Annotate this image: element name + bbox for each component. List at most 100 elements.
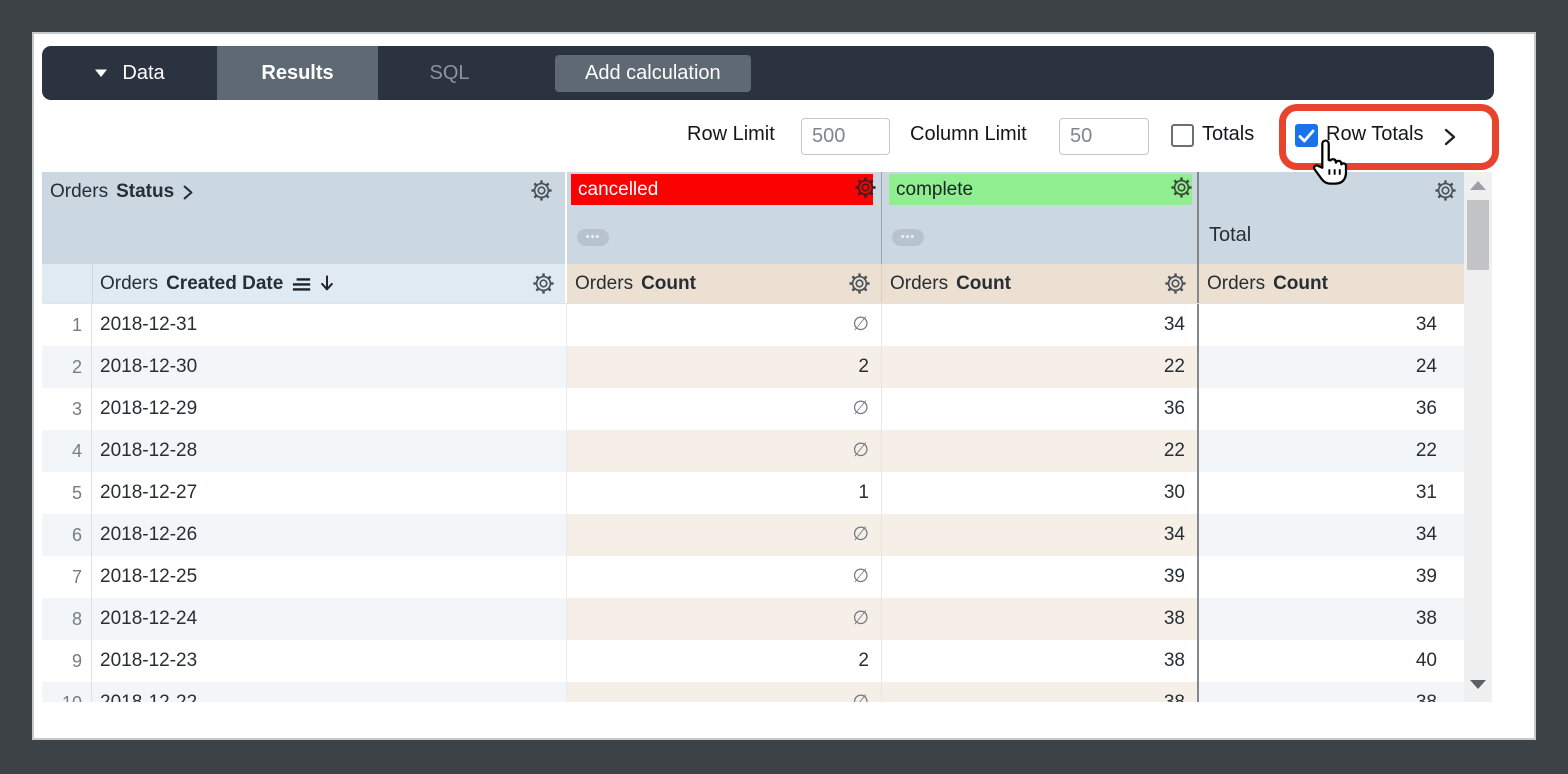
- row-number: 9: [42, 640, 92, 682]
- pivot-column-cancelled: cancelled •••: [567, 172, 882, 264]
- pivot-value-cancelled[interactable]: cancelled: [571, 174, 873, 205]
- table-row: 8 2018-12-24 ∅ 38 38: [42, 598, 1465, 640]
- date-cell[interactable]: 2018-12-29: [92, 388, 567, 430]
- pivot-column-total: Total: [1199, 172, 1465, 264]
- row-totals-label: Row Totals: [1326, 123, 1424, 145]
- cancelled-count-cell[interactable]: 2: [567, 640, 882, 682]
- total-count-cell[interactable]: 39: [1415, 566, 1437, 587]
- row-totals-checkbox[interactable]: [1295, 124, 1318, 147]
- cancelled-count-cell[interactable]: 2: [567, 346, 882, 388]
- total-column-label: Total: [1209, 224, 1252, 246]
- count-header-prefix: Orders: [890, 272, 949, 294]
- date-cell[interactable]: 2018-12-23: [92, 640, 567, 682]
- checkmark-icon: [1298, 129, 1315, 142]
- total-count-cell[interactable]: 38: [1199, 682, 1465, 702]
- count-header-cancelled[interactable]: Orders Count: [567, 264, 882, 303]
- total-count-cell[interactable]: 38: [1199, 598, 1465, 640]
- row-number: 7: [42, 556, 92, 598]
- date-cell[interactable]: 2018-12-25: [92, 556, 567, 598]
- tab-results[interactable]: Results: [217, 46, 378, 100]
- totals-checkbox[interactable]: [1171, 124, 1194, 147]
- gear-icon[interactable]: [848, 272, 871, 295]
- total-count-cell[interactable]: 36: [1415, 398, 1437, 419]
- totals-label: Totals: [1202, 123, 1255, 145]
- total-count-cell[interactable]: 34: [1415, 314, 1437, 335]
- date-cell[interactable]: 2018-12-22: [92, 682, 567, 702]
- gear-icon[interactable]: [532, 272, 555, 295]
- date-cell[interactable]: 2018-12-26: [92, 514, 567, 556]
- gear-icon[interactable]: [530, 179, 553, 202]
- tab-sql-label: SQL: [429, 61, 470, 84]
- count-header-field: Count: [641, 272, 696, 294]
- results-table: Orders Status cancelled ••• complete •••…: [42, 172, 1465, 702]
- complete-count-cell[interactable]: 22: [882, 346, 1199, 388]
- complete-count-cell[interactable]: 38: [882, 598, 1199, 640]
- status-expand-chevron-icon[interactable]: [182, 184, 194, 201]
- complete-count-cell[interactable]: 34: [882, 514, 1199, 556]
- total-count-cell[interactable]: 34: [1199, 514, 1465, 556]
- total-count-cell[interactable]: 31: [1415, 482, 1437, 503]
- date-cell[interactable]: 2018-12-27: [92, 472, 567, 514]
- row-limit-label: Row Limit: [687, 123, 775, 145]
- column-limit-input[interactable]: [1059, 118, 1149, 155]
- tab-results-label: Results: [261, 61, 334, 84]
- gear-icon[interactable]: [1170, 176, 1193, 199]
- total-count-cell[interactable]: 24: [1199, 346, 1465, 388]
- row-limit-input[interactable]: [801, 118, 890, 155]
- cancelled-count-cell[interactable]: ∅: [567, 430, 882, 472]
- cancelled-count-cell[interactable]: ∅: [567, 598, 882, 640]
- cancelled-count-cell[interactable]: ∅: [567, 304, 882, 346]
- row-number: 4: [42, 430, 92, 472]
- ellipsis-icon[interactable]: •••: [577, 229, 609, 246]
- count-header-total[interactable]: Orders Count: [1199, 264, 1465, 303]
- date-cell[interactable]: 2018-12-28: [92, 430, 567, 472]
- date-cell[interactable]: 2018-12-30: [92, 346, 567, 388]
- total-count-cell[interactable]: 22: [1199, 430, 1465, 472]
- scroll-up-icon[interactable]: [1469, 180, 1487, 191]
- scrollbar-thumb[interactable]: [1467, 200, 1489, 270]
- complete-count-cell[interactable]: 30: [882, 472, 1199, 514]
- row-totals-expand-chevron-icon[interactable]: [1443, 127, 1457, 147]
- pivot-dimension-header[interactable]: Orders Status: [42, 172, 567, 264]
- gear-icon[interactable]: [1164, 272, 1187, 295]
- complete-count-cell[interactable]: 39: [882, 556, 1199, 598]
- subtotal-icon[interactable]: [292, 275, 312, 293]
- gear-icon[interactable]: [854, 176, 877, 199]
- cancelled-count-cell[interactable]: ∅: [567, 556, 882, 598]
- date-header-prefix: Orders: [100, 272, 159, 294]
- complete-count-cell[interactable]: 36: [882, 388, 1199, 430]
- cancelled-count-cell[interactable]: 1: [567, 472, 882, 514]
- created-date-header[interactable]: Orders Created Date: [42, 264, 567, 303]
- date-cell[interactable]: 2018-12-31: [92, 304, 567, 346]
- table-row: 2 2018-12-30 2 22 24: [42, 346, 1465, 388]
- tab-data[interactable]: Data: [42, 46, 217, 100]
- gear-icon[interactable]: [1434, 179, 1457, 202]
- complete-count-cell[interactable]: 34: [882, 304, 1199, 346]
- table-row: 1 2018-12-31 ∅ 34 34: [42, 304, 1465, 346]
- sort-descending-icon[interactable]: [319, 274, 335, 293]
- column-divider: [92, 264, 93, 303]
- cancelled-count-cell[interactable]: ∅: [567, 682, 882, 702]
- table-row: 6 2018-12-26 ∅ 34 34: [42, 514, 1465, 556]
- add-calculation-button[interactable]: Add calculation: [555, 54, 751, 92]
- cancelled-count-cell[interactable]: ∅: [567, 514, 882, 556]
- complete-count-cell[interactable]: 38: [882, 682, 1199, 702]
- row-number: 10: [42, 682, 92, 702]
- tab-sql[interactable]: SQL: [378, 46, 521, 100]
- ellipsis-icon[interactable]: •••: [892, 229, 924, 246]
- row-number: 8: [42, 598, 92, 640]
- date-cell[interactable]: 2018-12-24: [92, 598, 567, 640]
- complete-count-cell[interactable]: 22: [882, 430, 1199, 472]
- hand-cursor-icon: [1312, 139, 1348, 185]
- table-row: 4 2018-12-28 ∅ 22 22: [42, 430, 1465, 472]
- total-count-cell[interactable]: 40: [1415, 650, 1437, 671]
- cancelled-count-cell[interactable]: ∅: [567, 388, 882, 430]
- table-row: 3 2018-12-29 ∅ 36 36: [42, 388, 1465, 430]
- dropdown-caret-icon: [95, 69, 108, 77]
- vertical-scrollbar[interactable]: [1464, 172, 1492, 702]
- count-header-prefix: Orders: [1207, 272, 1266, 294]
- count-header-complete[interactable]: Orders Count: [882, 264, 1199, 303]
- scroll-down-icon[interactable]: [1469, 679, 1487, 690]
- pivot-value-complete[interactable]: complete: [889, 174, 1192, 205]
- complete-count-cell[interactable]: 38: [882, 640, 1199, 682]
